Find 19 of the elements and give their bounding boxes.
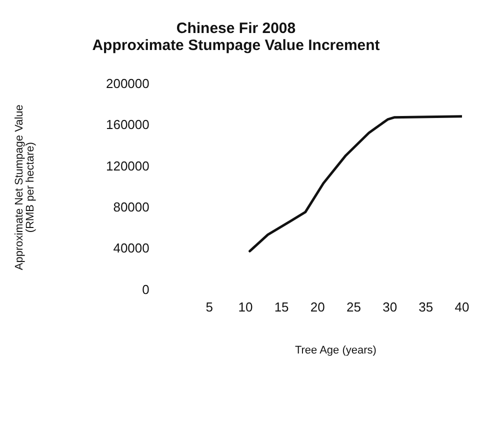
x-axis-title: Tree Age (years): [294, 344, 376, 356]
text: Chinese Fir 2008: [176, 20, 296, 37]
x-tick-label: 15: [274, 300, 289, 315]
y-tick-label: 160000: [106, 117, 150, 132]
x-tick-label: 5: [206, 300, 213, 315]
x-tick-label: 10: [238, 300, 253, 315]
y-tick-label: 120000: [106, 158, 150, 174]
y-tick-label: 200000: [106, 76, 150, 92]
y-tick-label: 0: [142, 282, 150, 297]
text: Approximate Net Stumpage Value: [14, 104, 26, 270]
text: (RMB per hectare): [24, 142, 37, 233]
x-tick-label: 25: [346, 300, 361, 315]
x-tick-label: 20: [310, 300, 325, 315]
y-tick-label: 40000: [113, 240, 150, 256]
y-tick-label: 80000: [113, 200, 150, 214]
x-tick-label: 30: [382, 300, 398, 315]
text: Approximate Stumpage Value Increment: [92, 37, 380, 54]
x-tick-label: 35: [418, 300, 434, 315]
x-tick-label: 40: [454, 300, 470, 315]
